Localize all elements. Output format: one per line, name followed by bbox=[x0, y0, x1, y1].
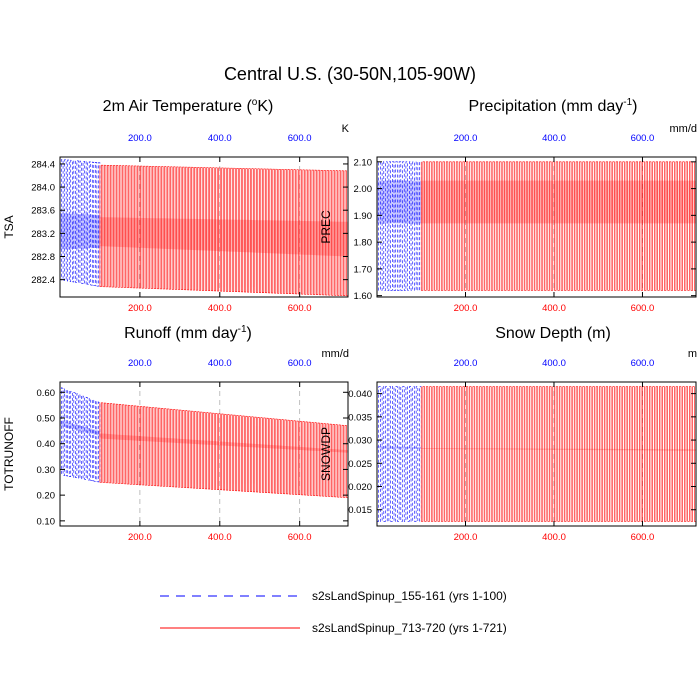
chart-panels: 2m Air Temperature (oK) K TSA 282.4 282.8 283… bbox=[2, 97, 697, 543]
axis-unit: m bbox=[688, 348, 697, 360]
series-1-band bbox=[60, 213, 100, 250]
y-tick-label: 0.030 bbox=[348, 436, 372, 447]
series-2-lines bbox=[420, 161, 697, 291]
series-2-band bbox=[99, 433, 349, 453]
y-tick-label: 0.10 bbox=[37, 516, 56, 527]
y-tick-label: 0.50 bbox=[37, 414, 56, 425]
series-1-lines bbox=[376, 386, 422, 522]
legend: s2sLandSpinup_155-161 (yrs 1-100) s2sLan… bbox=[160, 589, 507, 635]
y-tick-label: 284.0 bbox=[31, 183, 55, 194]
axis-unit: mm/d bbox=[322, 348, 350, 360]
top-tick-label: 600.0 bbox=[631, 358, 655, 369]
series-1-band bbox=[377, 446, 422, 449]
plot-frame bbox=[376, 156, 697, 298]
y-tick-label: 1.90 bbox=[354, 211, 373, 222]
top-tick-label: 200.0 bbox=[454, 133, 478, 144]
top-tick-label: 400.0 bbox=[208, 133, 232, 144]
series-2-lines bbox=[99, 402, 349, 499]
series-1-lines bbox=[59, 387, 101, 483]
y-tick-label: 1.60 bbox=[354, 291, 373, 302]
y-tick-label: 282.8 bbox=[31, 252, 55, 263]
y-tick-label: 283.2 bbox=[31, 229, 55, 240]
y-tick-label: 1.80 bbox=[354, 238, 373, 249]
y-tick-label: 0.025 bbox=[348, 459, 372, 470]
y-axis-label: TSA bbox=[2, 215, 16, 238]
plot-frame bbox=[59, 156, 349, 298]
panel-title: Snow Depth (m) bbox=[495, 325, 611, 342]
top-tick-label: 200.0 bbox=[128, 358, 152, 369]
bottom-tick-label: 400.0 bbox=[208, 532, 232, 543]
series-1-oscillation bbox=[59, 387, 101, 483]
top-tick-label: 200.0 bbox=[128, 133, 152, 144]
series-2-oscillation bbox=[420, 161, 697, 291]
y-tick-label: 0.035 bbox=[348, 412, 372, 423]
series-2-lines bbox=[99, 164, 349, 297]
bottom-tick-label: 600.0 bbox=[288, 532, 312, 543]
series-1-oscillation bbox=[376, 161, 422, 291]
y-tick-label: 2.00 bbox=[354, 184, 373, 195]
y-tick-label: 0.20 bbox=[37, 491, 56, 502]
y-tick-label: 0.020 bbox=[348, 482, 372, 493]
y-tick-label: 282.4 bbox=[31, 275, 55, 286]
series-2-oscillation bbox=[99, 164, 349, 297]
series-2-band bbox=[421, 448, 696, 451]
y-tick-label: 0.60 bbox=[37, 388, 56, 399]
bottom-tick-label: 200.0 bbox=[128, 532, 152, 543]
series-1-band bbox=[60, 420, 100, 436]
axis-unit: K bbox=[342, 123, 350, 135]
plot-frame bbox=[376, 381, 697, 527]
y-axis-label: TOTRUNOFF bbox=[2, 417, 16, 491]
top-tick-label: 200.0 bbox=[454, 358, 478, 369]
chart-panel-2: Precipitation (mm day-1) mm/d PREC 1.60 1.70… bbox=[319, 97, 697, 314]
y-tick-label: 0.40 bbox=[37, 439, 56, 450]
series-1-lines bbox=[376, 161, 422, 291]
chart-panel-3: Runoff (mm day-1) mm/d TOTRUNOFF 0.10 0.20 0.… bbox=[2, 324, 349, 543]
y-tick-label: 0.015 bbox=[348, 505, 372, 516]
plot-frame bbox=[59, 381, 349, 527]
figure-title: Central U.S. (30-50N,105-90W) bbox=[224, 64, 476, 84]
bottom-tick-label: 200.0 bbox=[128, 303, 152, 314]
panel-title: Runoff (mm day-1) bbox=[124, 324, 252, 342]
series-2-lines bbox=[420, 386, 697, 522]
series-1-band bbox=[377, 180, 422, 224]
bottom-tick-label: 600.0 bbox=[288, 303, 312, 314]
top-tick-label: 400.0 bbox=[542, 358, 566, 369]
chart-panel-4: Snow Depth (m) m SNOWDP 0.015 0.020 0.025 0.03… bbox=[319, 325, 697, 543]
top-tick-label: 600.0 bbox=[288, 133, 312, 144]
series-2-oscillation bbox=[420, 386, 697, 522]
panel-title: 2m Air Temperature (oK) bbox=[103, 97, 274, 115]
top-tick-label: 600.0 bbox=[288, 358, 312, 369]
y-tick-label: 2.10 bbox=[354, 157, 373, 168]
series-2-oscillation bbox=[99, 402, 349, 499]
series-1-oscillation bbox=[59, 159, 101, 287]
y-tick-label: 0.30 bbox=[37, 465, 56, 476]
series-2-band bbox=[421, 180, 696, 224]
y-tick-label: 1.70 bbox=[354, 264, 373, 275]
bottom-tick-label: 600.0 bbox=[631, 532, 655, 543]
series-1-lines bbox=[59, 159, 101, 287]
series-1-oscillation bbox=[376, 386, 422, 522]
panel-title: Precipitation (mm day-1) bbox=[469, 97, 638, 115]
bottom-tick-label: 200.0 bbox=[454, 303, 478, 314]
top-tick-label: 600.0 bbox=[631, 133, 655, 144]
bottom-tick-label: 400.0 bbox=[208, 303, 232, 314]
bottom-tick-label: 200.0 bbox=[454, 532, 478, 543]
top-tick-label: 400.0 bbox=[208, 358, 232, 369]
axis-unit: mm/d bbox=[670, 123, 698, 135]
series-2-band bbox=[99, 217, 349, 257]
y-tick-label: 283.6 bbox=[31, 206, 55, 217]
legend-label-series2: s2sLandSpinup_713-720 (yrs 1-721) bbox=[312, 621, 507, 635]
bottom-tick-label: 400.0 bbox=[542, 303, 566, 314]
top-tick-label: 400.0 bbox=[542, 133, 566, 144]
y-tick-label: 284.4 bbox=[31, 159, 55, 170]
bottom-tick-label: 400.0 bbox=[542, 532, 566, 543]
y-axis-label: PREC bbox=[319, 210, 333, 244]
y-tick-label: 0.040 bbox=[348, 389, 372, 400]
legend-label-series1: s2sLandSpinup_155-161 (yrs 1-100) bbox=[312, 589, 507, 603]
chart-panel-1: 2m Air Temperature (oK) K TSA 282.4 282.8 283… bbox=[2, 97, 350, 314]
bottom-tick-label: 600.0 bbox=[631, 303, 655, 314]
y-axis-label: SNOWDP bbox=[319, 427, 333, 481]
